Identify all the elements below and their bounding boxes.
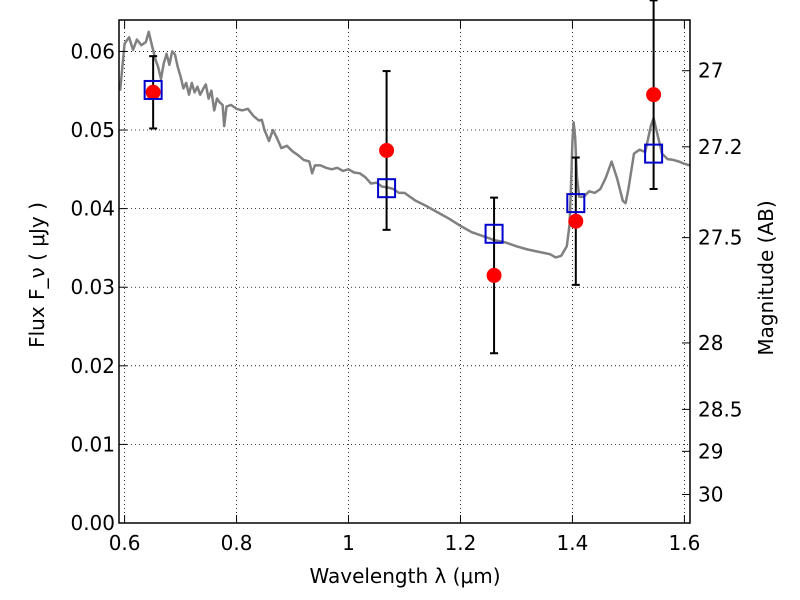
magnitude-tick-label: 27 bbox=[698, 59, 723, 83]
magnitude-tick-label: 28 bbox=[698, 331, 723, 355]
x-tick-label: 0.8 bbox=[221, 531, 253, 555]
y-tick-label: 0.05 bbox=[70, 118, 115, 142]
model-spectrum-layer bbox=[118, 30, 691, 259]
x-axis-label: Wavelength λ (μm) bbox=[309, 564, 500, 588]
y-tick-label: 0.04 bbox=[70, 197, 115, 221]
x-tick-label: 1.4 bbox=[557, 531, 589, 555]
y-tick-label: 0.02 bbox=[70, 354, 115, 378]
tick-labels-layer: 0.6 0.8 1 1.2 1.4 1.6 0.00 0.01 0.02 0.03 0.04 0.05… bbox=[70, 39, 742, 555]
model-bandpass-square bbox=[377, 178, 397, 199]
observed-points-layer bbox=[145, 84, 662, 283]
x-tick-label: 1.2 bbox=[445, 531, 477, 555]
y-tick-label: 0.03 bbox=[70, 275, 115, 299]
observed-flux-point bbox=[145, 84, 161, 100]
observed-flux-point bbox=[646, 87, 662, 103]
right-y-axis-label: Magnitude (AB) bbox=[754, 200, 778, 355]
model-bandpass-square bbox=[566, 193, 586, 214]
error-bars-layer bbox=[149, 0, 658, 355]
x-tick-label: 1.6 bbox=[668, 531, 700, 555]
magnitude-tick-label: 27.5 bbox=[698, 226, 743, 250]
y-axis-label: Flux F_ν ( μJy ) bbox=[25, 202, 49, 348]
grid-lines bbox=[119, 20, 690, 523]
y-tick-label: 0.06 bbox=[70, 39, 115, 63]
model-bandpass-square bbox=[484, 223, 504, 244]
observed-flux-point bbox=[568, 213, 584, 229]
observed-flux-point bbox=[379, 142, 395, 158]
model-squares-layer bbox=[143, 79, 664, 244]
x-tick-label: 1 bbox=[342, 531, 355, 555]
model-bandpass-square bbox=[644, 143, 664, 164]
magnitude-tick-label: 28.5 bbox=[698, 397, 743, 421]
magnitude-tick-label: 29 bbox=[698, 439, 723, 463]
axes-frame bbox=[118, 19, 691, 524]
magnitude-tick-label: 27.2 bbox=[698, 135, 743, 159]
model-spectrum-line bbox=[118, 30, 691, 259]
model-bandpass-square bbox=[143, 79, 163, 100]
plot-frame bbox=[118, 19, 691, 524]
magnitude-tick-label: 30 bbox=[698, 482, 723, 506]
observed-flux-point bbox=[486, 267, 502, 283]
x-tick-label: 0.6 bbox=[109, 531, 141, 555]
y-tick-label: 0.01 bbox=[70, 432, 115, 456]
y-tick-label: 0.00 bbox=[70, 511, 115, 535]
